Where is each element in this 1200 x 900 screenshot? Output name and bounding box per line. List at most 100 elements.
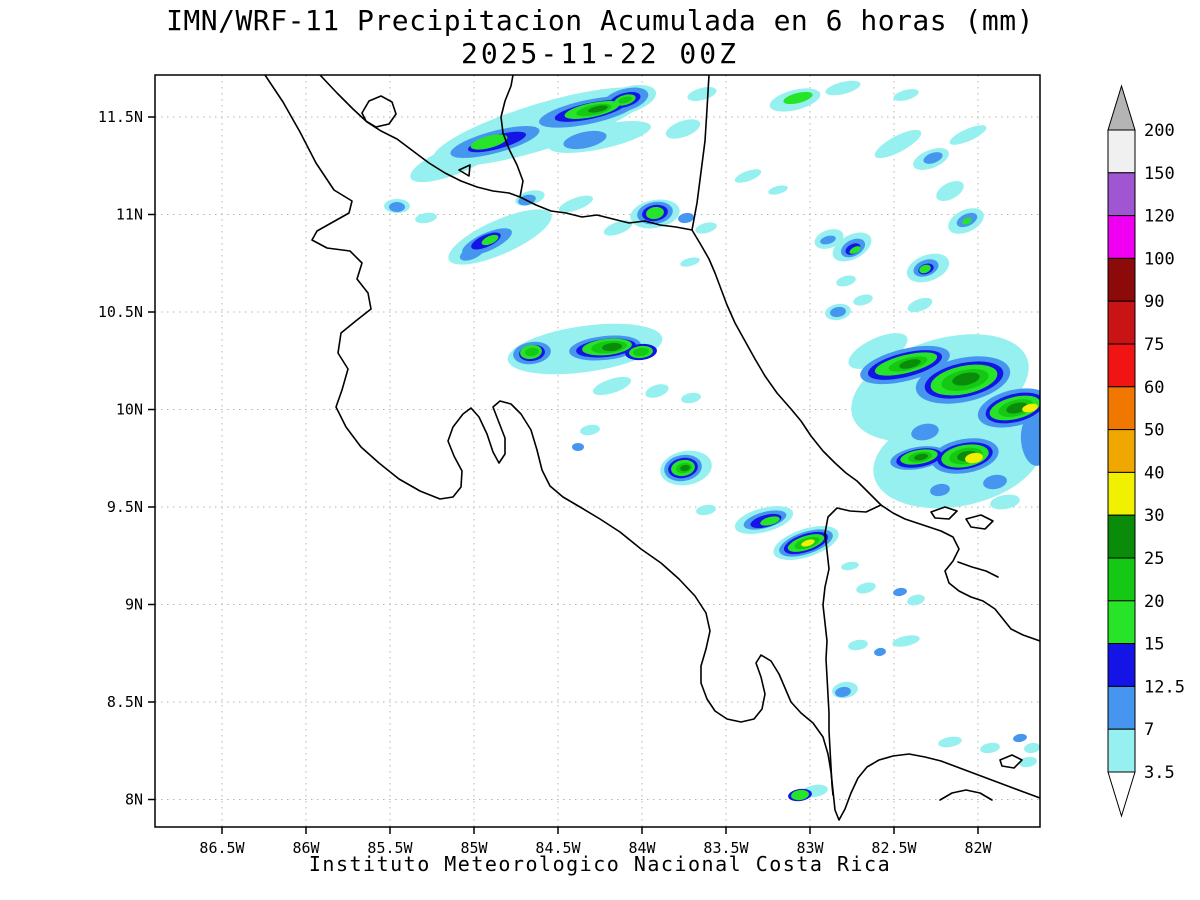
x-tick-label: 84.5W — [535, 839, 581, 857]
precip-cell — [874, 129, 922, 159]
colorbar-label: 20 — [1144, 592, 1164, 612]
x-tick-label: 82W — [964, 839, 992, 857]
colorbar-segment — [1107, 215, 1136, 259]
x-axis-labels: 86.5W 86W 85.5W 85W 84.5W 84W 83.5W 83W 82.5W 82W — [199, 839, 992, 857]
colorbar-label: 15 — [1144, 635, 1164, 655]
colorbar-label: 12.5 — [1144, 677, 1185, 697]
precip-cell — [907, 594, 925, 606]
coastline-path — [691, 75, 710, 231]
y-tick-label: 8.5N — [107, 693, 143, 711]
precip-cell — [633, 347, 649, 357]
colorbar-segment — [1107, 257, 1136, 302]
precip-cell — [1022, 403, 1038, 413]
precip-cell — [848, 639, 868, 651]
precip-cell — [914, 453, 928, 461]
colorbar-segment — [1107, 129, 1136, 174]
colorbar-label: 7 — [1144, 720, 1154, 740]
precip-cell — [820, 235, 836, 245]
coastline-path — [965, 514, 994, 530]
precip-cell — [481, 234, 499, 246]
precip-cell — [734, 169, 762, 183]
colorbar-segment — [1107, 471, 1136, 516]
colorbar-segment — [1107, 343, 1136, 388]
precip-cell — [470, 134, 508, 150]
precip-cell — [768, 185, 788, 195]
precip-cell — [938, 736, 962, 748]
precip-cell — [899, 359, 921, 369]
colorbar-label: 150 — [1144, 164, 1175, 184]
precip-cell — [949, 125, 987, 145]
precip-cell — [835, 686, 851, 698]
y-axis-labels: 11.5N 11N 10.5N 10N 9.5N 9N 8.5N 8N — [98, 108, 143, 809]
colorbar-segment — [1107, 300, 1136, 345]
y-tick-label: 9N — [125, 596, 143, 614]
chart-title-line1: IMN/WRF-11 Precipitacion Acumulada en 6 … — [166, 4, 1034, 37]
colorbar-segment — [1107, 429, 1136, 473]
colorbar-segment — [1107, 685, 1136, 730]
precip-cell — [965, 452, 983, 464]
precip-cell — [415, 212, 437, 224]
precip-cell — [983, 474, 1007, 490]
x-tick-label: 83W — [796, 839, 824, 857]
coastline-path — [458, 164, 471, 177]
precip-cell — [783, 91, 813, 105]
precip-cell — [646, 206, 664, 220]
precip-cell — [911, 423, 939, 441]
precip-cell — [592, 376, 632, 396]
precip-cell — [874, 647, 886, 657]
x-tick-label: 85.5W — [367, 839, 413, 857]
coastline-path — [500, 75, 524, 198]
coastline-path — [957, 561, 999, 578]
colorbar-segment — [1107, 386, 1136, 431]
precip-cell — [980, 742, 1000, 754]
precip-cell — [695, 222, 717, 234]
precip-cell — [892, 635, 920, 647]
precip-cell — [696, 504, 716, 516]
precip-cell — [791, 789, 809, 801]
precip-cell — [907, 297, 933, 313]
precip-cell — [1013, 733, 1027, 743]
precip-cell — [580, 424, 600, 436]
y-tick-label: 9.5N — [107, 498, 143, 516]
precip-cell — [825, 80, 861, 96]
coastline-path — [939, 789, 993, 801]
colorbar-segment — [1107, 172, 1136, 217]
precip-cell — [603, 220, 633, 236]
precip-cells — [384, 80, 1040, 802]
colorbar-label: 120 — [1144, 207, 1175, 227]
precip-cell — [525, 347, 539, 357]
colorbar-label: 25 — [1144, 549, 1164, 569]
precip-cell — [893, 587, 907, 597]
colorbar-label: 200 — [1144, 121, 1175, 141]
precip-cell — [1020, 414, 1040, 466]
colorbar-over-arrow — [1107, 84, 1136, 131]
precip-cell — [389, 202, 405, 212]
x-tick-label: 82.5W — [871, 839, 917, 857]
precip-cell — [602, 342, 622, 352]
x-tick-label: 84W — [628, 839, 656, 857]
y-tick-label: 10N — [116, 401, 143, 419]
colorbar-label: 75 — [1144, 335, 1164, 355]
colorbar-label: 90 — [1144, 292, 1164, 312]
precip-cell — [849, 246, 861, 254]
colorbar-label: 50 — [1144, 421, 1164, 441]
precip-cell — [830, 306, 846, 318]
precip-cell — [923, 152, 943, 164]
x-tick-label: 85W — [460, 839, 488, 857]
y-tick-label: 8N — [125, 791, 143, 809]
precip-cell — [687, 87, 717, 101]
precip-cell — [919, 264, 931, 274]
precip-cell — [645, 384, 669, 398]
x-tick-label: 83.5W — [703, 839, 749, 857]
colorbar-segment — [1107, 643, 1136, 687]
precip-cell — [618, 96, 632, 104]
coastline-path — [319, 75, 693, 231]
precip-cell — [678, 212, 694, 224]
chart-title-line2: 2025-11-22 00Z — [460, 37, 739, 70]
coastline-path — [264, 75, 1040, 821]
precip-cell — [665, 119, 701, 139]
precip-cell — [680, 464, 690, 472]
colorbar-label: 100 — [1144, 249, 1175, 269]
y-tick-label: 11N — [116, 206, 143, 224]
